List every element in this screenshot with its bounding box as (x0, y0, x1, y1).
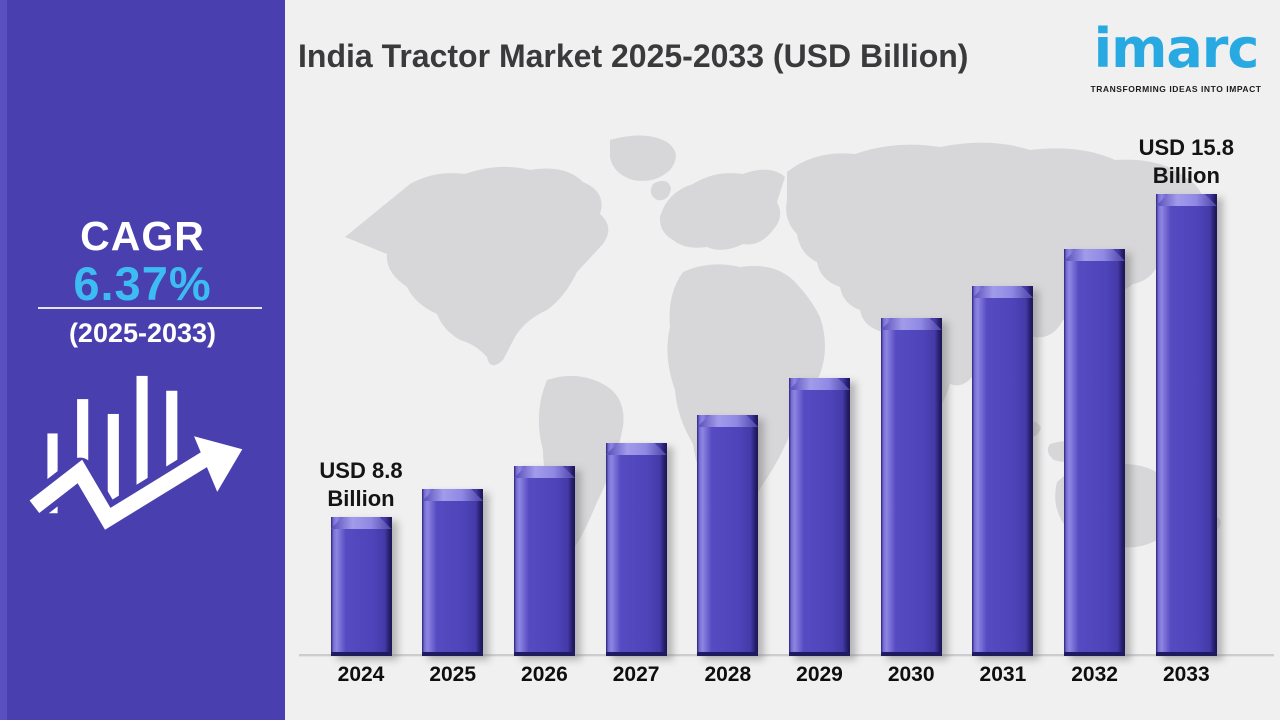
bar-2033 (1155, 194, 1217, 656)
bar-2024 (330, 517, 392, 656)
imarc-logo-wordmark: imarc (1093, 17, 1260, 80)
x-tick-label-2024: 2024 (337, 663, 385, 686)
x-tick-label-2027: 2027 (612, 663, 660, 686)
bar-chart: 2024 USD 8.8 Billion 2025 2026 2027 2028 2029 20… (285, 0, 1280, 720)
bar-2026 (513, 466, 575, 656)
bar-top-bevel (422, 489, 483, 501)
cagr-sidebar: CAGR 6.37% (2025-2033) (0, 0, 285, 720)
bar-top-bevel (514, 466, 575, 478)
bar-2031 (972, 286, 1034, 656)
bar-2027 (605, 443, 667, 656)
x-tick-label-2032: 2032 (1071, 663, 1118, 686)
bar-top-bevel (697, 415, 758, 427)
x-tick-label-2030: 2030 (887, 663, 935, 686)
bar-top-bevel (606, 443, 667, 455)
imarc-logo-tagline: TRANSFORMING IDEAS INTO IMPACT (1090, 84, 1262, 94)
bar-top-bevel (972, 286, 1033, 298)
divider (38, 307, 262, 309)
imarc-logo: imarc TRANSFORMING IDEAS INTO IMPACT (1086, 6, 1266, 94)
bar-2025 (422, 489, 484, 656)
bar-top-bevel (789, 378, 850, 390)
page-title: India Tractor Market 2025-2033 (USD Bill… (298, 38, 969, 74)
bar-top-bevel (881, 318, 942, 330)
bar-2028 (697, 415, 759, 656)
x-tick-label-2026: 2026 (521, 663, 568, 686)
x-axis-line (299, 654, 1274, 656)
x-tick-label-2033: 2033 (1162, 663, 1210, 686)
bar-top-bevel (331, 517, 392, 529)
x-tick-label-2028: 2028 (704, 663, 752, 686)
cagr-value: 6.37% (73, 257, 212, 310)
bar-top-bevel (1156, 194, 1217, 206)
x-tick-label-2031: 2031 (979, 663, 1027, 686)
value-label-2033: USD 15.8 Billion (1138, 135, 1234, 188)
bar-2032 (1064, 249, 1126, 656)
bar-2029 (789, 378, 850, 656)
cagr-period: (2025-2033) (68, 318, 217, 348)
cagr-label: CAGR (80, 213, 205, 259)
bar-2030 (880, 318, 942, 656)
x-tick-label-2029: 2029 (796, 663, 843, 686)
value-label-2024: USD 8.8 Billion (319, 458, 403, 511)
growth-arrow-icon (27, 375, 255, 533)
x-tick-label-2025: 2025 (429, 663, 477, 686)
bar-top-bevel (1064, 249, 1125, 261)
